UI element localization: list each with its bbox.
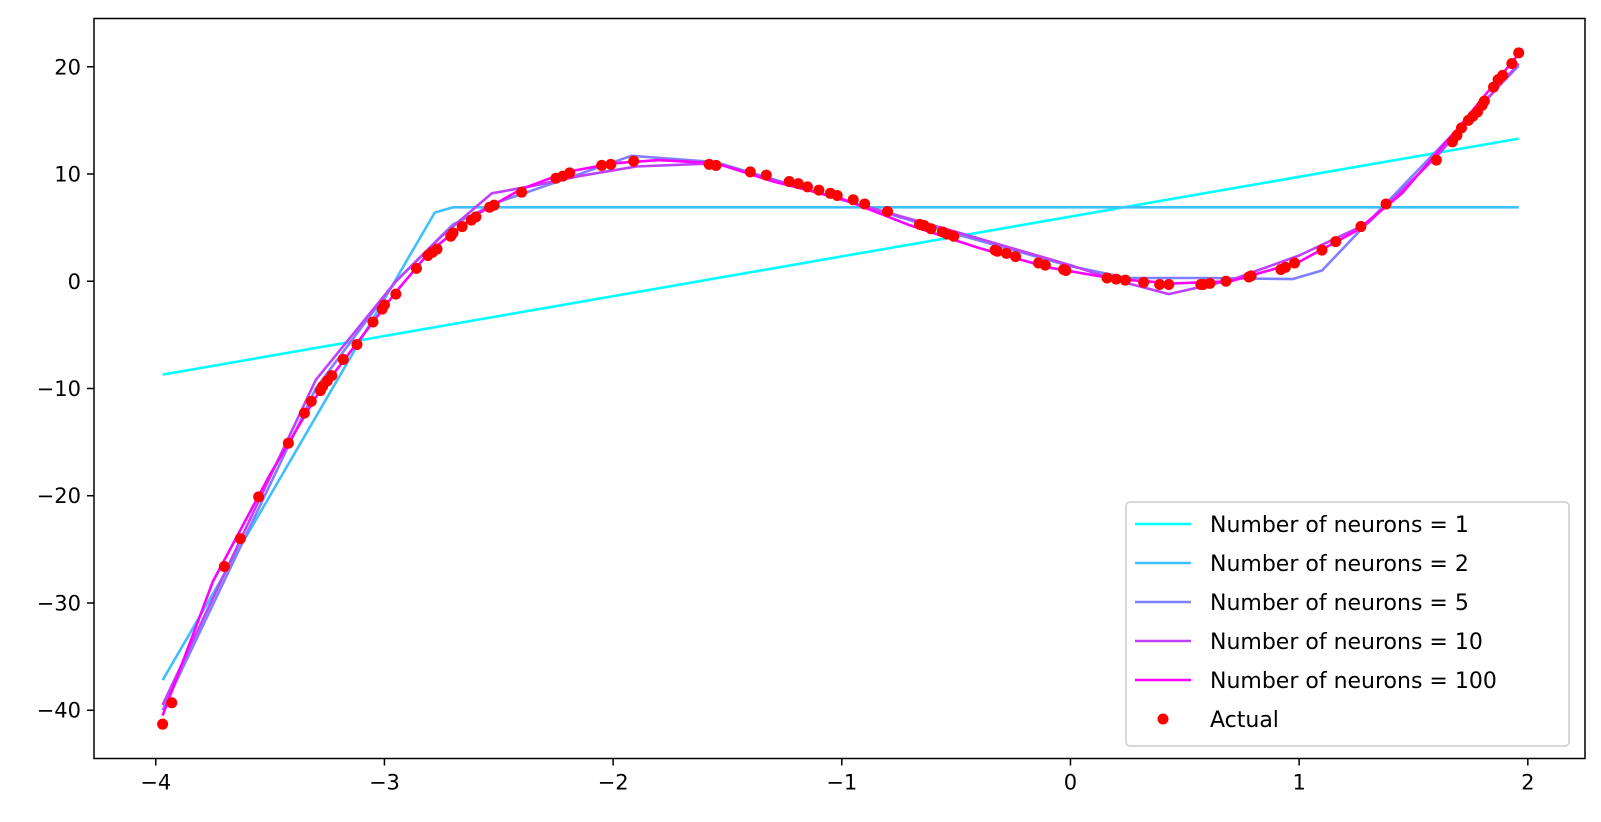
- data-point: [253, 491, 265, 503]
- data-point: [282, 437, 294, 449]
- data-point: [157, 718, 169, 730]
- legend-label: Number of neurons = 2: [1210, 552, 1469, 577]
- data-point: [1355, 221, 1367, 233]
- x-tick-label: 2: [1521, 771, 1534, 795]
- data-point: [783, 176, 795, 188]
- x-axis: −4 −3 −2 −1 0 1 2: [140, 758, 1535, 795]
- plot-area: [157, 47, 1525, 730]
- legend-label: Actual: [1210, 708, 1279, 733]
- legend-label: Number of neurons = 10: [1210, 630, 1483, 655]
- data-point: [564, 167, 576, 179]
- x-tick-label: 0: [1064, 771, 1077, 795]
- data-point: [831, 189, 843, 201]
- data-point: [470, 211, 482, 223]
- data-point: [1220, 275, 1232, 287]
- data-point: [882, 206, 894, 218]
- data-point: [1430, 154, 1442, 166]
- data-point: [1000, 247, 1012, 259]
- data-point: [710, 159, 722, 171]
- data-point: [991, 245, 1003, 257]
- y-tick-label: −20: [37, 484, 81, 508]
- data-point: [605, 158, 617, 170]
- data-point: [1245, 270, 1257, 282]
- y-axis: −40 −30 −20 −10 0 10 20: [37, 55, 94, 723]
- x-tick-label: −2: [598, 771, 629, 795]
- data-point: [1039, 259, 1051, 271]
- data-point: [1110, 273, 1122, 285]
- x-tick-label: −4: [140, 771, 171, 795]
- legend: Number of neurons = 1 Number of neurons =…: [1125, 501, 1570, 747]
- data-point: [488, 199, 500, 211]
- data-point: [456, 221, 468, 233]
- data-point: [1330, 236, 1342, 248]
- actual-points: [157, 47, 1525, 730]
- y-tick-label: 10: [54, 163, 81, 187]
- y-tick-label: 0: [68, 270, 81, 294]
- data-point: [367, 316, 379, 328]
- legend-marker: [1157, 713, 1169, 725]
- x-tick-label: −3: [369, 771, 400, 795]
- data-point: [744, 166, 756, 178]
- data-point: [1060, 265, 1072, 277]
- data-point: [1506, 58, 1518, 70]
- data-point: [859, 198, 871, 210]
- data-point: [1204, 277, 1216, 289]
- data-point: [792, 178, 804, 190]
- data-point: [337, 354, 349, 366]
- data-point: [390, 288, 402, 300]
- data-point: [1456, 122, 1468, 134]
- data-point: [1513, 47, 1525, 59]
- data-point: [1010, 251, 1022, 263]
- data-point: [760, 169, 772, 181]
- data-point: [298, 407, 310, 419]
- data-point: [948, 230, 960, 242]
- data-point: [447, 227, 459, 239]
- data-point: [1101, 272, 1113, 284]
- data-point: [628, 155, 640, 167]
- data-point: [516, 186, 528, 198]
- data-point: [326, 370, 338, 382]
- data-point: [378, 299, 390, 311]
- data-point: [305, 395, 317, 407]
- legend-label: Number of neurons = 1: [1210, 513, 1469, 538]
- x-tick-label: 1: [1292, 771, 1305, 795]
- series-line-1: [162, 137, 1519, 376]
- legend-label: Number of neurons = 5: [1210, 591, 1469, 616]
- data-point: [1154, 278, 1166, 290]
- data-point: [410, 262, 422, 274]
- series-line-2: [161, 206, 1519, 681]
- data-point: [431, 243, 443, 255]
- y-tick-label: 20: [54, 55, 81, 79]
- data-point: [813, 184, 825, 196]
- data-point: [351, 339, 363, 351]
- data-point: [1138, 276, 1150, 288]
- data-point: [1163, 278, 1175, 290]
- data-point: [1478, 95, 1490, 107]
- x-tick-label: −1: [826, 771, 857, 795]
- y-tick-label: −10: [37, 377, 81, 401]
- data-point: [1279, 261, 1291, 273]
- data-point: [1380, 198, 1392, 210]
- data-point: [925, 223, 937, 235]
- data-point: [1316, 244, 1328, 256]
- data-point: [166, 697, 178, 709]
- legend-label: Number of neurons = 100: [1210, 669, 1497, 694]
- data-point: [1289, 257, 1301, 269]
- data-point: [1497, 69, 1509, 81]
- data-point: [847, 194, 859, 206]
- data-point: [801, 181, 813, 193]
- y-tick-label: −40: [37, 699, 81, 723]
- data-point: [218, 561, 230, 573]
- data-point: [234, 533, 246, 545]
- y-tick-label: −30: [37, 591, 81, 615]
- data-point: [1119, 274, 1131, 286]
- legend-box: [1125, 501, 1570, 747]
- data-point: [596, 159, 608, 171]
